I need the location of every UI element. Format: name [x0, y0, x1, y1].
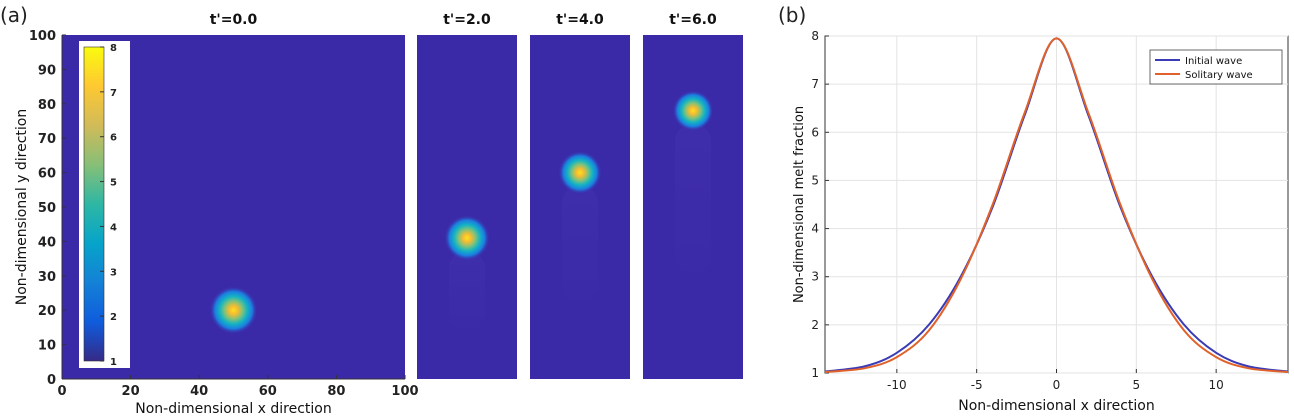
- y-tick-label: 30: [38, 270, 56, 285]
- y-tick-label: 4: [811, 222, 819, 236]
- x-tick-label: 20: [122, 384, 140, 399]
- y-tick-label: 7: [811, 77, 819, 91]
- panel-label-a: (a): [0, 3, 28, 27]
- snapshot-title: t'=6.0: [669, 12, 717, 28]
- y-tick-label: 2: [811, 318, 819, 332]
- y-tick-label: 8: [811, 29, 819, 43]
- solitary-wave-peak: [444, 215, 490, 261]
- y-tick-label: 1: [811, 366, 819, 380]
- x-tick-label: 0: [57, 384, 66, 399]
- snapshot-title: t'=2.0: [443, 12, 491, 28]
- panel-a: (a) t'=0.0 t'=2.0 t'=4.0 t'=6.0 0 20 40 60 80 100 0…: [0, 3, 743, 417]
- snapshot-panel: t'=4.0: [530, 12, 630, 379]
- x-tick-label: 10: [1209, 378, 1224, 392]
- y-tick-label: 80: [38, 98, 56, 113]
- x-tick-label: 100: [391, 384, 418, 399]
- y-tick-label: 60: [38, 167, 56, 182]
- y-tick-label: 5: [811, 173, 819, 187]
- y-tick-label: 3: [811, 270, 819, 284]
- colorbar-tick-label: 1: [110, 357, 117, 368]
- x-tick-label: 60: [259, 384, 277, 399]
- x-tick-label: 40: [190, 384, 208, 399]
- legend-box: [1149, 49, 1283, 85]
- solitary-wave-peak: [209, 286, 258, 335]
- snapshot-panel: t'=6.0: [643, 12, 743, 379]
- x-axis-label: Non-dimensional x direction: [135, 401, 332, 415]
- y-axis-label: Non-dimensional melt fraction: [792, 106, 807, 303]
- y-tick-label: 20: [38, 304, 56, 319]
- solitary-wave-peak: [558, 151, 602, 195]
- y-tick-label: 50: [38, 201, 56, 216]
- colorbar: [83, 46, 105, 362]
- snapshot-panel: t'=2.0: [417, 12, 517, 379]
- colorbar-tick-label: 8: [110, 43, 117, 54]
- wake-trail: [562, 186, 598, 301]
- x-tick-label: 80: [327, 384, 345, 399]
- y-tick-label: 0: [47, 373, 56, 388]
- colorbar-tick-label: 4: [110, 222, 117, 233]
- series-line: [824, 37, 1289, 374]
- colorbar-tick-label: 2: [110, 312, 117, 323]
- wake-trail: [675, 124, 711, 273]
- y-tick-label: 10: [38, 339, 56, 354]
- snapshot-title: t'=4.0: [556, 12, 604, 28]
- x-tick-label: 5: [1133, 378, 1141, 392]
- x-tick-label: 0: [1053, 378, 1061, 392]
- x-axis-label: Non-dimensional x direction: [958, 398, 1155, 414]
- colorbar-tick-label: 6: [110, 133, 117, 144]
- snapshot-title: t'=0.0: [210, 12, 258, 28]
- x-tick-label: -5: [971, 378, 983, 392]
- y-tick-label: 100: [29, 29, 56, 44]
- y-axis-label: Non-dimensional y direction: [14, 109, 30, 306]
- solitary-wave-peak: [672, 90, 714, 132]
- wake-trail: [449, 251, 485, 330]
- panel-b: (b) -10 -5 0 5 10 1 2 3 4 5 6 7 8 Non-dimensional x di…: [778, 3, 1289, 414]
- x-tick-label: -10: [887, 378, 907, 392]
- colorbar-tick-label: 3: [110, 267, 117, 278]
- colorbar-tick-label: 7: [110, 88, 117, 99]
- colorbar-tick-label: 5: [110, 178, 117, 189]
- legend-entry: Initial wave: [1185, 56, 1242, 67]
- y-tick-label: 6: [811, 125, 819, 139]
- panel-label-b: (b): [778, 3, 806, 27]
- y-tick-label: 40: [38, 235, 56, 250]
- y-tick-label: 70: [38, 132, 56, 147]
- legend-entry: Solitary wave: [1185, 70, 1253, 81]
- y-tick-label: 90: [38, 63, 56, 78]
